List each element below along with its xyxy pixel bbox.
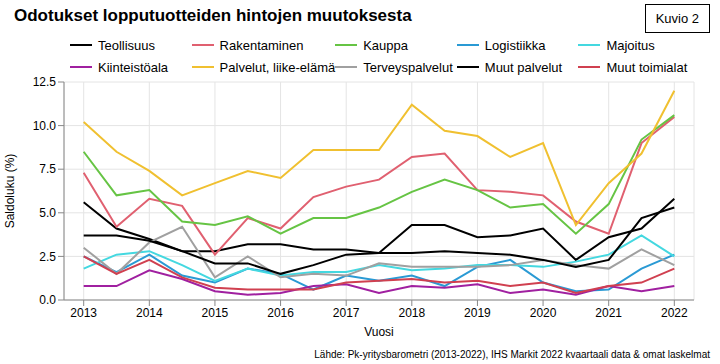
html-text:Muut palvelut: Muut palvelut (484, 59, 563, 75)
html-text:Teollisuus: Teollisuus (98, 37, 156, 53)
svg-text:5.0: 5.0 (39, 206, 56, 220)
svg-text:2.5: 2.5 (39, 250, 56, 264)
svg-text:2015: 2015 (202, 306, 229, 320)
svg-text:2020: 2020 (530, 306, 557, 320)
html-text:Kiinteistöala: Kiinteistöala (98, 59, 169, 75)
html-text:Kauppa: Kauppa (363, 37, 408, 53)
svg-text:12.5: 12.5 (33, 76, 57, 89)
svg-text:2016: 2016 (267, 306, 294, 320)
html-text:Lähde: Pk-yritysbarometri (201: Lähde: Pk-yritysbarometri (2013-2022), I… (314, 349, 710, 360)
html-text:Majoitus: Majoitus (606, 37, 655, 53)
html-text:Rakentaminen: Rakentaminen (219, 37, 304, 53)
svg-text:Vuosi: Vuosi (364, 325, 394, 338)
svg-text:2014: 2014 (136, 306, 163, 320)
svg-text:0.0: 0.0 (39, 293, 56, 307)
svg-text:2013: 2013 (70, 306, 97, 320)
svg-text:2018: 2018 (398, 306, 425, 320)
svg-text:10.0: 10.0 (33, 119, 57, 133)
html-text:Logistiikka: Logistiikka (484, 37, 546, 53)
svg-text:Saldoluku (%): Saldoluku (%) (8, 154, 17, 229)
svg-text:2021: 2021 (595, 306, 622, 320)
html-text:Kuvio 2: Kuvio 2 (655, 11, 699, 26)
html-text:Terveyspalvelut: Terveyspalvelut (363, 59, 453, 75)
html-text:Palvelut, liike-elämä: Palvelut, liike-elämä (219, 59, 336, 75)
svg-text:2022: 2022 (661, 306, 688, 320)
html-text:Odotukset lopputuotteiden hint: Odotukset lopputuotteiden hintojen muuto… (14, 6, 412, 25)
svg-text:2017: 2017 (333, 306, 360, 320)
svg-text:7.5: 7.5 (39, 162, 56, 176)
html-text:Muut toimialat: Muut toimialat (606, 59, 688, 75)
svg-text:2019: 2019 (464, 306, 491, 320)
